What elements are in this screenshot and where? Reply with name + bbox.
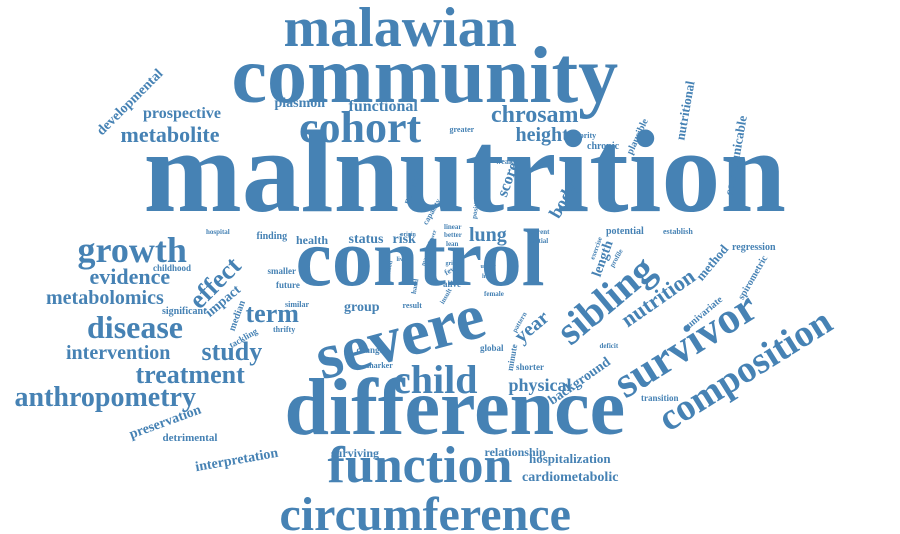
word-interpretation: interpretation	[194, 445, 280, 476]
word-finding: finding	[256, 231, 288, 242]
word-function: function	[327, 437, 513, 494]
word-shorter: shorter	[516, 361, 544, 372]
word-global: global	[480, 342, 504, 353]
word-health: health	[296, 233, 329, 247]
word-plasmon: plasmon	[274, 96, 326, 111]
word-difference: difference	[284, 364, 626, 452]
word-group: group	[344, 300, 380, 315]
word-similar: similar	[285, 300, 309, 309]
word-smaller: smaller	[267, 265, 297, 276]
word-detrimental: detrimental	[162, 431, 218, 444]
word-method: method	[692, 241, 732, 283]
word-origin: origin	[400, 232, 416, 238]
word-linear: linear	[444, 222, 462, 231]
word-female: female	[484, 289, 504, 298]
word-metabolomics: metabolomics	[46, 287, 164, 309]
word-control: control	[295, 212, 545, 303]
word-intervention: intervention	[66, 342, 171, 364]
word-lung: lung	[469, 224, 507, 246]
word-weaker: weaker	[495, 157, 521, 166]
word-circumference: circumference	[279, 488, 571, 534]
word-hospitalization: hospitalization	[529, 450, 611, 466]
word-surviving: surviving	[331, 446, 380, 460]
word-term: term	[245, 299, 299, 328]
word-functional: functional	[348, 98, 418, 115]
word-childhood: childhood	[153, 262, 192, 273]
word-future: future	[276, 279, 300, 290]
word-community: community	[231, 32, 619, 120]
word-significant: significant	[162, 306, 207, 317]
word-current: current	[527, 227, 550, 236]
word-metabolite: metabolite	[120, 122, 220, 147]
word-upper: upper	[480, 264, 496, 270]
word-height: height	[515, 124, 569, 146]
word-treatment: treatment	[135, 360, 245, 389]
word-grip: grip	[445, 261, 457, 267]
word-head: head	[482, 274, 495, 280]
word-cardiometabolic: cardiometabolic	[522, 470, 619, 485]
word-better: better	[444, 230, 462, 239]
word-regression: regression	[732, 242, 776, 253]
word-thrifty: thrifty	[273, 325, 296, 334]
word-partial: partial	[528, 236, 549, 245]
word-deficit: deficit	[599, 341, 619, 350]
word-study: study	[201, 337, 263, 366]
word-establish: establish	[663, 227, 693, 236]
word-cohort: cohort	[299, 103, 422, 152]
word-risk: risk	[392, 232, 416, 247]
word-malnutrition: malnutrition	[143, 106, 787, 237]
word-result: result	[402, 301, 422, 310]
word-prospective: prospective	[143, 105, 221, 122]
word-marker: marker	[367, 361, 393, 370]
word-relationship: relationship	[484, 445, 546, 459]
word-chronic: chronic	[587, 141, 620, 152]
word-change: change	[356, 344, 384, 355]
word-chrosam: chrosam	[491, 102, 579, 128]
word-potential: potential	[606, 226, 644, 237]
word-disease: disease	[87, 309, 183, 345]
word-child: child	[393, 357, 478, 402]
word-transition: transition	[641, 392, 679, 403]
word-growth: growth	[77, 230, 187, 270]
word-greater: greater	[449, 125, 475, 134]
word-alive: alive	[443, 278, 461, 289]
word-physical: physical	[508, 375, 572, 395]
word-status: status	[348, 232, 384, 247]
word-priority: priority	[569, 131, 597, 140]
word-spirometric: spirometric	[735, 253, 770, 302]
word-malawian: malawian	[283, 0, 517, 59]
word-hospital: hospital	[206, 227, 230, 236]
word-evidence: evidence	[89, 264, 171, 289]
word-live: live	[396, 257, 406, 263]
word-anthropometry: anthropometry	[14, 382, 196, 413]
word-lean: lean	[446, 239, 459, 248]
